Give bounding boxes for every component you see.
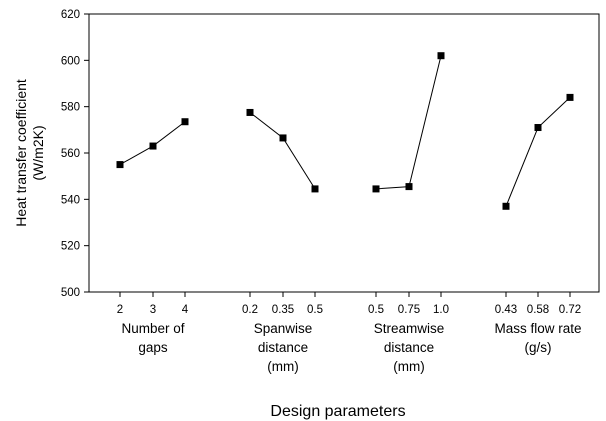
x-tick-label: 0.75 [398, 304, 420, 316]
y-axis-title: Heat transfer coefficient (W/m2K) [13, 79, 46, 227]
y-tick-label: 580 [61, 102, 80, 114]
y-axis-title-line: Heat transfer coefficient [13, 79, 29, 227]
group-label-line: Streamwise [374, 321, 445, 336]
x-tick-label: 0.5 [307, 304, 323, 316]
y-tick-label: 620 [61, 9, 80, 21]
x-axis-title: Design parameters [270, 403, 405, 420]
data-point [116, 161, 124, 169]
x-tick-label: 1.0 [433, 304, 449, 316]
group-label-line: (mm) [393, 359, 424, 374]
group-label-line: Spanwise [254, 321, 313, 336]
series-line [505, 97, 571, 207]
y-tick-label: 560 [61, 148, 80, 160]
x-tick-label: 0.58 [527, 304, 549, 316]
group-label-line: Mass flow rate [494, 321, 581, 336]
group-label-line: (mm) [267, 359, 298, 374]
data-point [534, 124, 542, 132]
y-tick-label: 520 [61, 241, 80, 253]
data-point [502, 202, 510, 210]
data-point [566, 93, 574, 101]
y-axis-title-line: (W/m2K) [30, 125, 46, 180]
data-point [246, 108, 254, 116]
data-point [372, 185, 380, 193]
x-tick-label: 0.35 [272, 304, 294, 316]
data-point [405, 183, 413, 191]
data-point [181, 118, 189, 126]
x-tick-label: 0.5 [368, 304, 384, 316]
group-label-line: Number of [121, 321, 184, 336]
group-label-line: gaps [138, 340, 168, 355]
x-tick-label: 4 [182, 304, 189, 316]
y-axis: 500 520 540 560 580 600 620 [61, 9, 600, 299]
data-point [437, 52, 445, 60]
plot-frame [88, 13, 600, 293]
series-line [249, 112, 316, 190]
series-layer [116, 52, 574, 210]
group-label-line: (g/s) [525, 340, 552, 355]
x-axis: 2 3 4 Number of gaps 0.2 0.35 0.5 Spanwise distan… [117, 292, 582, 374]
x-tick-label: 0.72 [559, 304, 581, 316]
data-point [149, 142, 157, 150]
x-tick-label: 2 [117, 304, 123, 316]
data-point [311, 185, 319, 193]
y-tick-label: 540 [61, 194, 80, 206]
x-tick-label: 3 [150, 304, 156, 316]
group-label-line: distance [384, 340, 434, 355]
y-tick-label: 600 [61, 55, 80, 67]
x-tick-label: 0.43 [495, 304, 517, 316]
y-tick-label: 500 [61, 287, 80, 299]
data-point [279, 134, 287, 142]
group-label-line: distance [258, 340, 308, 355]
series-line [375, 55, 442, 190]
x-tick-label: 0.2 [242, 304, 258, 316]
